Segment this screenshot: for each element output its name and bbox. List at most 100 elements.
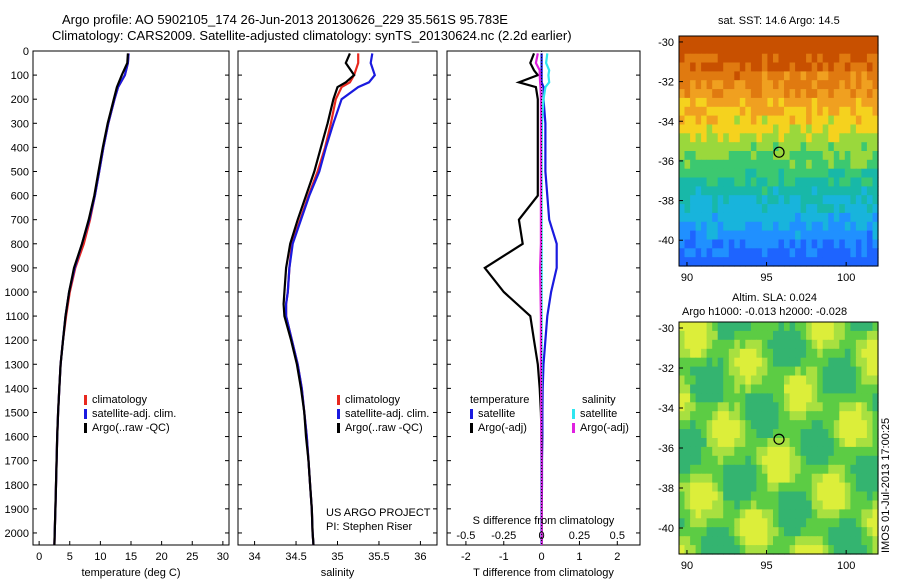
sla-map-cell xyxy=(750,491,757,501)
sla-map-cell xyxy=(833,330,840,341)
sla-map-cell xyxy=(866,518,873,528)
sst-map-cell xyxy=(784,71,791,81)
sst-map-cell xyxy=(784,97,791,108)
sla-map-cell xyxy=(701,518,708,528)
sla-map-cell xyxy=(728,384,735,394)
sla-map-cell xyxy=(773,446,780,457)
sst-map-cell xyxy=(712,151,719,161)
sst-map-cell xyxy=(706,212,713,223)
sla-map-cell xyxy=(728,402,735,412)
sla-map-cell xyxy=(861,518,868,528)
sst-map-cell xyxy=(800,53,807,64)
sla-map-cell xyxy=(701,464,708,475)
sla-map-cell xyxy=(866,545,873,555)
sst-map-cell xyxy=(739,133,746,143)
sst-map-cell xyxy=(717,212,724,223)
sla-map-cell xyxy=(767,536,774,546)
x-tick-label: 36 xyxy=(414,551,426,563)
sst-map-cell xyxy=(795,159,802,170)
sla-map-cell xyxy=(828,322,835,332)
sla-map-cell xyxy=(712,527,719,537)
sla-map-cell xyxy=(773,322,780,332)
sla-map-cell xyxy=(750,393,757,403)
sla-map-cell xyxy=(723,491,730,501)
sla-map-cell xyxy=(822,518,829,528)
sst-map-cell xyxy=(839,230,846,240)
sst-map-cell xyxy=(855,97,862,108)
sla-map-cell xyxy=(723,482,730,493)
sla-map-cell xyxy=(844,322,851,332)
sst-map-cell xyxy=(684,239,691,249)
sst-map-cell xyxy=(844,106,851,117)
sla-map-cell xyxy=(701,411,708,421)
sst-map-cell xyxy=(773,80,780,90)
sla-map-cell xyxy=(756,518,763,528)
sst-map-cell xyxy=(778,195,785,205)
sla-map-cell xyxy=(850,322,857,332)
sla-map-cell xyxy=(839,429,846,439)
sst-map-cell xyxy=(767,142,774,152)
sst-map-cell xyxy=(806,257,813,267)
sla-map-cell xyxy=(739,446,746,457)
sla-map-cell xyxy=(817,420,824,430)
sst-map-cell xyxy=(806,62,813,72)
sst-map-cell xyxy=(712,221,719,232)
sst-map-cell xyxy=(855,53,862,64)
sst-map-cell xyxy=(684,36,691,46)
sla-map-cell xyxy=(717,536,724,546)
sst-map-cell xyxy=(723,195,730,205)
sst-map-cell xyxy=(811,44,818,55)
sla-map-cell xyxy=(828,429,835,439)
sla-map-cell xyxy=(822,411,829,421)
sla-map-cell xyxy=(750,339,757,350)
sst-map-cell xyxy=(778,204,785,214)
sla-map-cell xyxy=(789,366,796,377)
sla-map-cell xyxy=(701,446,708,457)
sla-map-cell xyxy=(767,322,774,332)
sla-map-cell xyxy=(844,402,851,412)
sla-map-cell xyxy=(756,330,763,341)
sla-map-cell xyxy=(773,545,780,555)
sla-map-cell xyxy=(784,500,791,510)
sst-map-cell xyxy=(833,221,840,232)
sst-map-cell xyxy=(679,239,686,249)
sla-map-cell xyxy=(855,482,862,493)
sst-map-cell xyxy=(872,62,879,72)
sst-map-cell xyxy=(679,212,686,223)
sla-map-cell xyxy=(833,446,840,457)
sst-map-cell xyxy=(723,230,730,240)
sla-map-cell xyxy=(739,545,746,555)
sst-map-cell xyxy=(706,168,713,179)
sla-map-cell xyxy=(828,491,835,501)
sst-map-cell xyxy=(850,133,857,143)
sla-map-cell xyxy=(800,455,807,466)
x-tick-label: 30 xyxy=(217,551,229,563)
sst-map-cell xyxy=(778,53,785,64)
sst-map-cell xyxy=(778,89,785,99)
sla-map-cell xyxy=(806,491,813,501)
sla-map-cell xyxy=(712,455,719,466)
sla-map-cell xyxy=(778,464,785,475)
sla-map-cell xyxy=(728,491,735,501)
sst-map-cell xyxy=(750,195,757,205)
sla-map-cell xyxy=(701,482,708,493)
sst-map-cell xyxy=(789,53,796,64)
sst-map-y-tick-label: -38 xyxy=(658,196,674,208)
sst-map-cell xyxy=(778,239,785,249)
figure-title-line2: Climatology: CARS2009. Satellite-adjuste… xyxy=(52,28,572,43)
sla-map-cell xyxy=(679,393,686,403)
sla-map-cell xyxy=(850,357,857,368)
sla-map-cell xyxy=(684,330,691,341)
sla-map-cell xyxy=(822,500,829,510)
sst-map-cell xyxy=(839,89,846,99)
sla-map-cell xyxy=(822,491,829,501)
sst-map-cell xyxy=(839,115,846,125)
sst-map-cell xyxy=(811,142,818,152)
sla-map-cell xyxy=(789,375,796,385)
sst-map-cell xyxy=(690,239,697,249)
sla-map-cell xyxy=(872,348,879,359)
sst-map-cell xyxy=(690,97,697,108)
sst-map-cell xyxy=(712,248,719,258)
sla-map-cell xyxy=(745,464,752,475)
s-tick-label: 0.5 xyxy=(610,530,625,542)
